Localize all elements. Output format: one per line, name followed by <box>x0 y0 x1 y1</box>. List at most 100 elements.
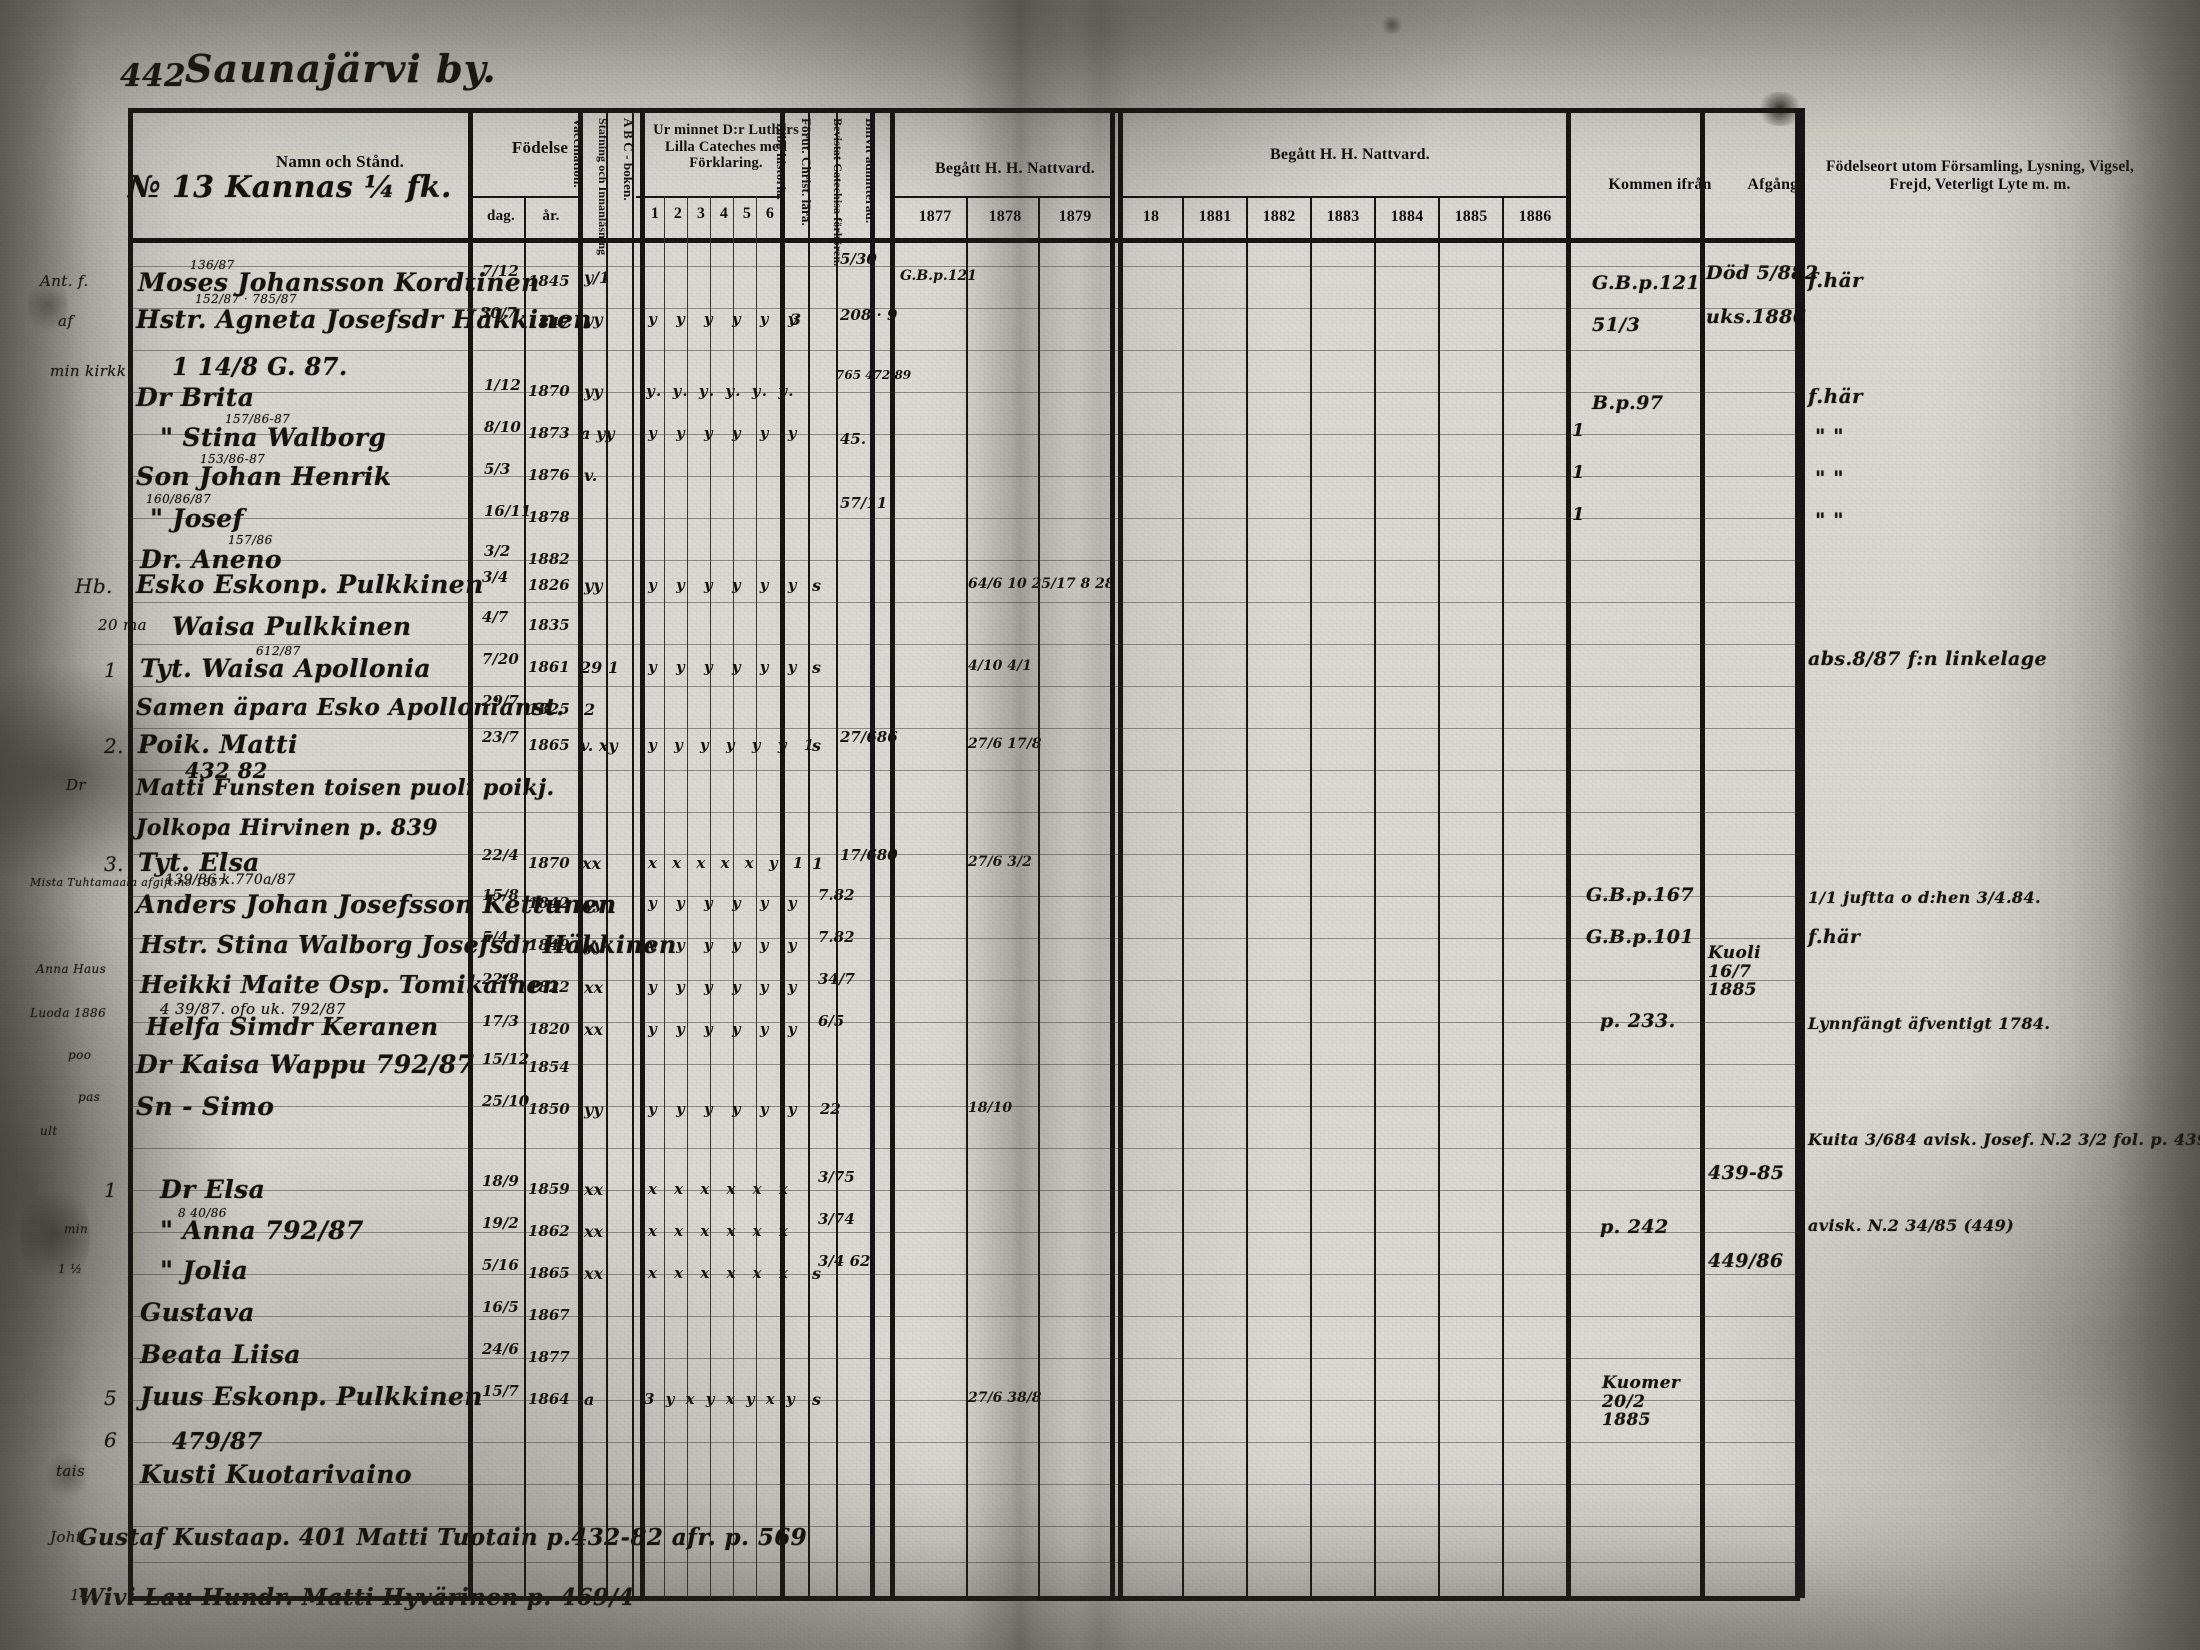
row-name: Hstr. Agneta Josefsdr Häkkinen <box>136 305 592 334</box>
came-from: G.B.p.121 <box>1592 272 1700 294</box>
row-rule <box>128 1274 1800 1275</box>
col-rule-birth-mid <box>524 196 526 1598</box>
admitted-mark: 34/7 <box>818 970 855 988</box>
bottom-note: Wivi Lau Hundr. Matti Hyvärinen p. 469/4… <box>78 1584 645 1611</box>
row-rule <box>128 602 1800 603</box>
margin-marker: Joht. <box>50 1528 88 1546</box>
birth-day: 19/2 <box>482 1214 519 1232</box>
year-1878: 1878 <box>988 208 1022 225</box>
margin-marker: Ant. f. <box>40 272 89 290</box>
catechism-marks: x x x x x x <box>648 1222 794 1240</box>
birth-year: 1864 <box>528 1390 570 1408</box>
birth-year: 1820 <box>528 1020 570 1038</box>
admitted-mark: 208 · 9 <box>840 306 898 324</box>
birth-year: 1876 <box>528 466 570 484</box>
admitted-mark: 765 472 89 <box>836 368 912 382</box>
catechism-marks: y y y y y y <box>648 1100 804 1118</box>
row-name-superscript: 139/86 k.770a/87 <box>165 872 296 888</box>
row-rule <box>128 434 1800 435</box>
catechism-marks: y y y y y y <box>648 1020 804 1038</box>
row-rule <box>128 644 1800 645</box>
attended-mark: 1 <box>812 854 824 873</box>
came-from: G.B.p.101 <box>1586 926 1694 948</box>
catechism-subhead-rule <box>636 196 782 198</box>
col-rule-yr5-end <box>1438 196 1440 1598</box>
attended-mark: s <box>812 1390 822 1409</box>
catechism-col-3: 3 <box>696 205 706 222</box>
row-rule <box>128 728 1800 729</box>
margin-marker: af <box>58 312 74 330</box>
grid-bottom-border <box>128 1596 1800 1601</box>
col-rule-spelling-end <box>632 108 634 1598</box>
admitted-mark: 3/75 <box>818 1168 855 1186</box>
farm-heading: № 13 Kannas ¼ fk. <box>128 170 452 205</box>
margin-marker: ult <box>40 1124 58 1138</box>
birth-day: 18/9 <box>482 1172 519 1190</box>
row-name: Son Johan Henrik <box>136 462 392 491</box>
vaccination-mark: xx <box>584 1222 604 1241</box>
row-rule <box>128 1526 1800 1527</box>
departure: 449/86 <box>1708 1250 1784 1272</box>
village-heading: Saunajärvi by. <box>185 46 497 91</box>
vaccination-mark: v. <box>584 466 598 485</box>
margin-marker: Dr <box>66 776 86 794</box>
vaccination-mark: yy <box>584 310 603 329</box>
communion-mark: 4/10 4/1 <box>968 658 1032 674</box>
birth-day: 15/12 <box>482 1050 530 1068</box>
birth-year: 1877 <box>528 1348 570 1366</box>
row-name: Gustava <box>140 1298 255 1327</box>
margin-marker: 20 ma <box>98 616 148 634</box>
row-rule <box>128 770 1800 771</box>
margin-marker: tais <box>56 1462 86 1480</box>
birth-year: 1850 <box>528 1100 570 1118</box>
vaccination-mark: v. xy <box>580 736 618 755</box>
margin-marker: 1 <box>104 1178 118 1202</box>
grid-left-border <box>128 108 133 1598</box>
margin-marker: Hb. <box>75 574 113 598</box>
birth-year: 1865 <box>528 1264 570 1282</box>
bottom-note: Gustaf Kustaap. 401 Matti Tuotain p.432-… <box>78 1524 808 1551</box>
birth-day: 4/7 <box>482 608 509 626</box>
birth-day: 25/10 <box>482 1092 530 1110</box>
grid-header-bottom <box>128 238 1800 243</box>
row-name: Helfa Simdr Keranen <box>146 1012 439 1041</box>
row-name-superscript: 479/87 <box>172 1428 263 1455</box>
margin-marker: 2. <box>104 734 124 758</box>
vaccination-mark: 2 <box>584 700 596 719</box>
row-name-superscript: 4 39/87. ofo uk. 792/87 <box>160 1000 346 1018</box>
row-rule <box>128 1148 1800 1149</box>
birth-year: 1873 <box>528 424 570 442</box>
ink-blot <box>1380 16 1404 34</box>
row-rule <box>128 1484 1800 1485</box>
row-name: Beata Liisa <box>140 1340 301 1369</box>
admitted-mark: 7.82 <box>818 928 855 946</box>
row-name-superscript: 136/87 <box>190 258 235 272</box>
col-rule-communion-left-end <box>1110 108 1115 1598</box>
vaccination-mark: a <box>584 1390 595 1409</box>
notes: " " <box>1815 424 1845 448</box>
vaccination-mark: yy <box>584 894 603 913</box>
row-rule <box>128 1106 1800 1107</box>
row-name: Moses Johansson Kordtinen <box>138 268 540 297</box>
vaccination-mark: y/1 <box>584 268 611 287</box>
row-name: Esko Eskonp. Pulkkinen <box>136 570 484 599</box>
col-rule-admitted-end <box>890 108 895 1598</box>
birth-day: 5/4 <box>482 928 509 946</box>
row-name-superscript: 612/87 <box>256 644 301 658</box>
notes: " " <box>1815 508 1845 532</box>
notes: 1/1 juftta o d:hen 3/4.84. <box>1808 888 2041 907</box>
birth-year: 1859 <box>528 1180 570 1198</box>
notes: " " <box>1815 466 1845 490</box>
grid-right-border <box>1795 108 1800 1598</box>
vaccination-mark: yy <box>584 1100 603 1119</box>
header-birth-day: dag. <box>487 208 515 224</box>
vaccination-mark: yy <box>584 936 603 955</box>
header-birthplace-notes: Födelseort utom Församling, Lysning, Vig… <box>1825 158 2135 193</box>
row-rule <box>128 812 1800 813</box>
margin-marker: Luoda 1886 <box>30 1006 107 1020</box>
notes: f.här <box>1808 926 1861 948</box>
row-name: " Jolia <box>160 1256 249 1285</box>
birth-day: 29/7 <box>482 692 519 710</box>
col-rule-name-end <box>468 108 473 1598</box>
birth-day: 3/4 <box>482 568 509 586</box>
